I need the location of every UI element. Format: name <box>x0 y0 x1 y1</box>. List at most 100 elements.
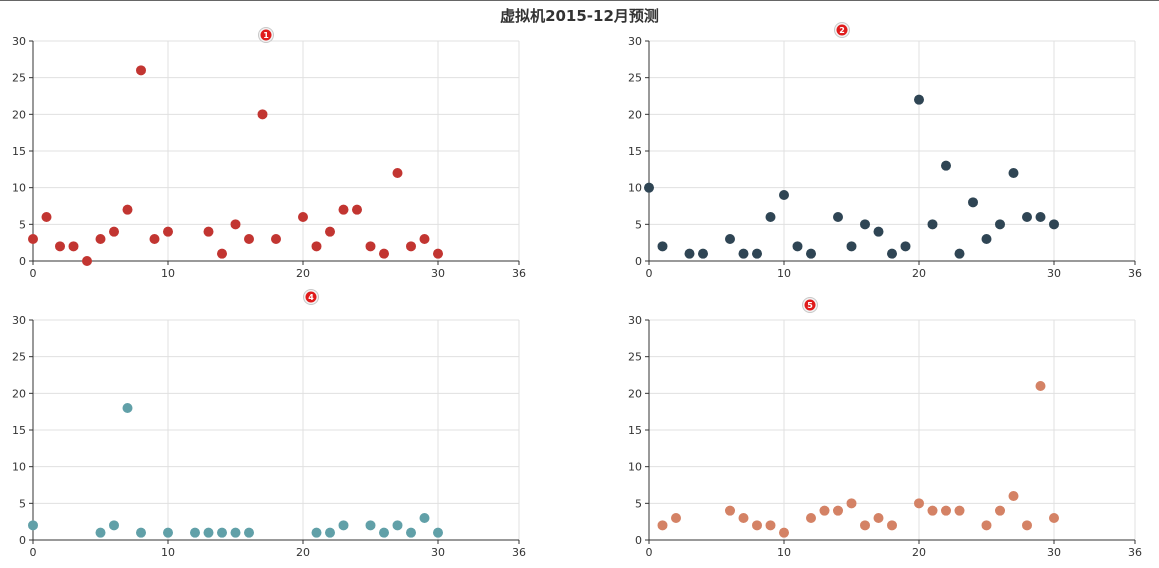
data-point <box>271 234 281 244</box>
data-point <box>1035 212 1046 222</box>
scatter-panel-1: 0 5 10 15 20 25 30 0 10 20 30 36 1 <box>12 27 526 280</box>
data-point <box>338 520 349 531</box>
y-tick-label: 25 <box>12 72 26 85</box>
data-point <box>941 505 951 516</box>
x-tick-label: 20 <box>912 267 926 280</box>
data-point <box>833 505 843 516</box>
y-tick-label: 0 <box>635 255 642 268</box>
y-tick-label: 25 <box>628 72 642 85</box>
data-point <box>163 527 173 538</box>
data-point <box>95 234 106 244</box>
y-tick-label: 30 <box>628 35 642 48</box>
data-point <box>325 226 335 237</box>
data-point <box>900 241 911 252</box>
marker-label: 2 <box>839 26 845 35</box>
data-point <box>698 248 708 259</box>
x-tick-label: 20 <box>912 546 926 559</box>
data-point <box>873 513 884 523</box>
data-point <box>765 520 776 531</box>
marker-dot <box>305 291 317 303</box>
x-tick-label: 30 <box>431 546 445 559</box>
data-point <box>684 248 695 259</box>
data-point <box>779 190 789 200</box>
data-point <box>1022 212 1032 222</box>
x-tick-label: 20 <box>296 267 310 280</box>
data-point <box>365 241 376 252</box>
data-point <box>644 182 654 193</box>
data-point <box>136 527 146 538</box>
y-tick-label: 5 <box>635 218 642 231</box>
y-tick-label: 10 <box>12 182 26 195</box>
data-point <box>806 513 816 523</box>
data-point <box>41 212 52 222</box>
top-border <box>0 0 1159 1</box>
y-tick-label: 5 <box>635 497 642 510</box>
data-point <box>738 513 749 523</box>
data-point <box>914 498 924 509</box>
y-tick-label: 5 <box>19 497 26 510</box>
data-point <box>257 109 268 120</box>
data-point <box>149 234 160 244</box>
data-point <box>995 505 1005 516</box>
data-point <box>392 168 403 178</box>
y-tick-label: 20 <box>628 387 642 400</box>
data-point <box>995 219 1005 230</box>
x-tick-label: 30 <box>431 267 445 280</box>
data-point <box>419 234 430 244</box>
data-point <box>163 226 173 237</box>
data-point <box>1035 381 1046 391</box>
data-point <box>230 527 241 538</box>
data-point <box>28 234 38 244</box>
data-point <box>833 212 843 222</box>
y-tick-label: 15 <box>12 424 26 437</box>
data-point <box>406 527 416 538</box>
data-point <box>352 204 362 215</box>
data-point <box>752 248 762 259</box>
data-point <box>1049 219 1059 230</box>
x-tick-label: 0 <box>646 546 653 559</box>
y-tick-label: 30 <box>12 35 26 48</box>
data-point <box>311 527 322 538</box>
y-tick-label: 15 <box>628 424 642 437</box>
data-point <box>433 527 443 538</box>
y-tick-label: 0 <box>19 255 26 268</box>
data-point <box>419 513 430 523</box>
data-point <box>806 248 816 259</box>
data-point <box>190 527 200 538</box>
y-tick-label: 0 <box>635 534 642 547</box>
data-point <box>846 498 857 509</box>
data-point <box>136 65 146 76</box>
marker-label: 1 <box>263 31 269 40</box>
marker-label: 5 <box>807 301 813 310</box>
data-point <box>725 505 735 516</box>
data-point <box>941 160 951 171</box>
x-tick-label: 20 <box>296 546 310 559</box>
data-point <box>954 505 965 516</box>
x-tick-label: 10 <box>777 267 791 280</box>
data-point <box>325 527 335 538</box>
data-point <box>1049 513 1059 523</box>
data-point <box>671 513 681 523</box>
panel-marker: 2 <box>834 22 850 38</box>
data-point <box>379 248 389 259</box>
y-tick-label: 15 <box>12 145 26 158</box>
data-point <box>217 527 227 538</box>
data-point <box>927 219 938 230</box>
data-point <box>392 520 403 531</box>
y-tick-label: 10 <box>628 182 642 195</box>
marker-dot <box>836 24 848 36</box>
y-tick-label: 20 <box>628 108 642 121</box>
data-point <box>311 241 322 252</box>
y-tick-label: 15 <box>628 145 642 158</box>
data-point <box>122 204 133 215</box>
data-point <box>406 241 416 252</box>
panel-marker: 4 <box>303 289 319 305</box>
x-tick-label: 36 <box>512 267 526 280</box>
data-point <box>109 520 119 531</box>
data-point <box>954 248 965 259</box>
data-point <box>873 226 884 237</box>
data-point <box>244 527 254 538</box>
x-tick-label: 30 <box>1047 546 1061 559</box>
chart-title: 虚拟机2015-12月预测 <box>500 7 659 25</box>
